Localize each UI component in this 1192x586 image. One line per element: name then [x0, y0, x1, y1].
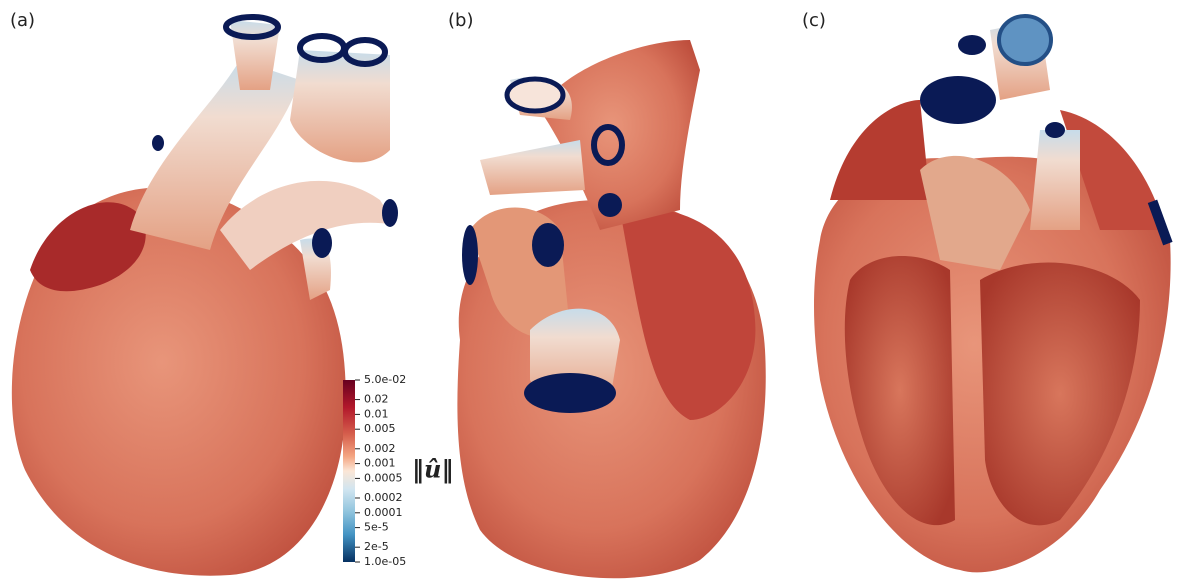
colorbar-tick-label: 0.0002	[364, 491, 403, 504]
colorbar-title: ‖û‖	[412, 455, 453, 484]
colorbar-tick-label: 1.0e-05	[364, 555, 406, 568]
colorbar-tick-label: 0.0001	[364, 506, 403, 519]
colorbar-tick-label: 0.0005	[364, 471, 403, 484]
heart-c	[814, 14, 1173, 573]
panel-label: (a)	[10, 10, 35, 31]
heart-b	[457, 40, 766, 579]
colorbar-tick-label: 2e-5	[364, 540, 389, 553]
heart-a	[11, 14, 398, 576]
panel-label: (c)	[802, 10, 826, 31]
colorbar-tick-label: 5e-5	[364, 521, 389, 534]
colorbar-tick-label: 0.001	[364, 457, 396, 470]
colorbar-tick-label: 5.0e-02	[364, 373, 406, 386]
colorbar-tick-label: 0.005	[364, 422, 396, 435]
colorbar	[343, 380, 355, 562]
colorbar-tick-label: 0.01	[364, 407, 389, 420]
colorbar-tick-label: 0.002	[364, 442, 396, 455]
panel-label: (b)	[448, 10, 473, 31]
colorbar-tick-label: 0.02	[364, 393, 389, 406]
